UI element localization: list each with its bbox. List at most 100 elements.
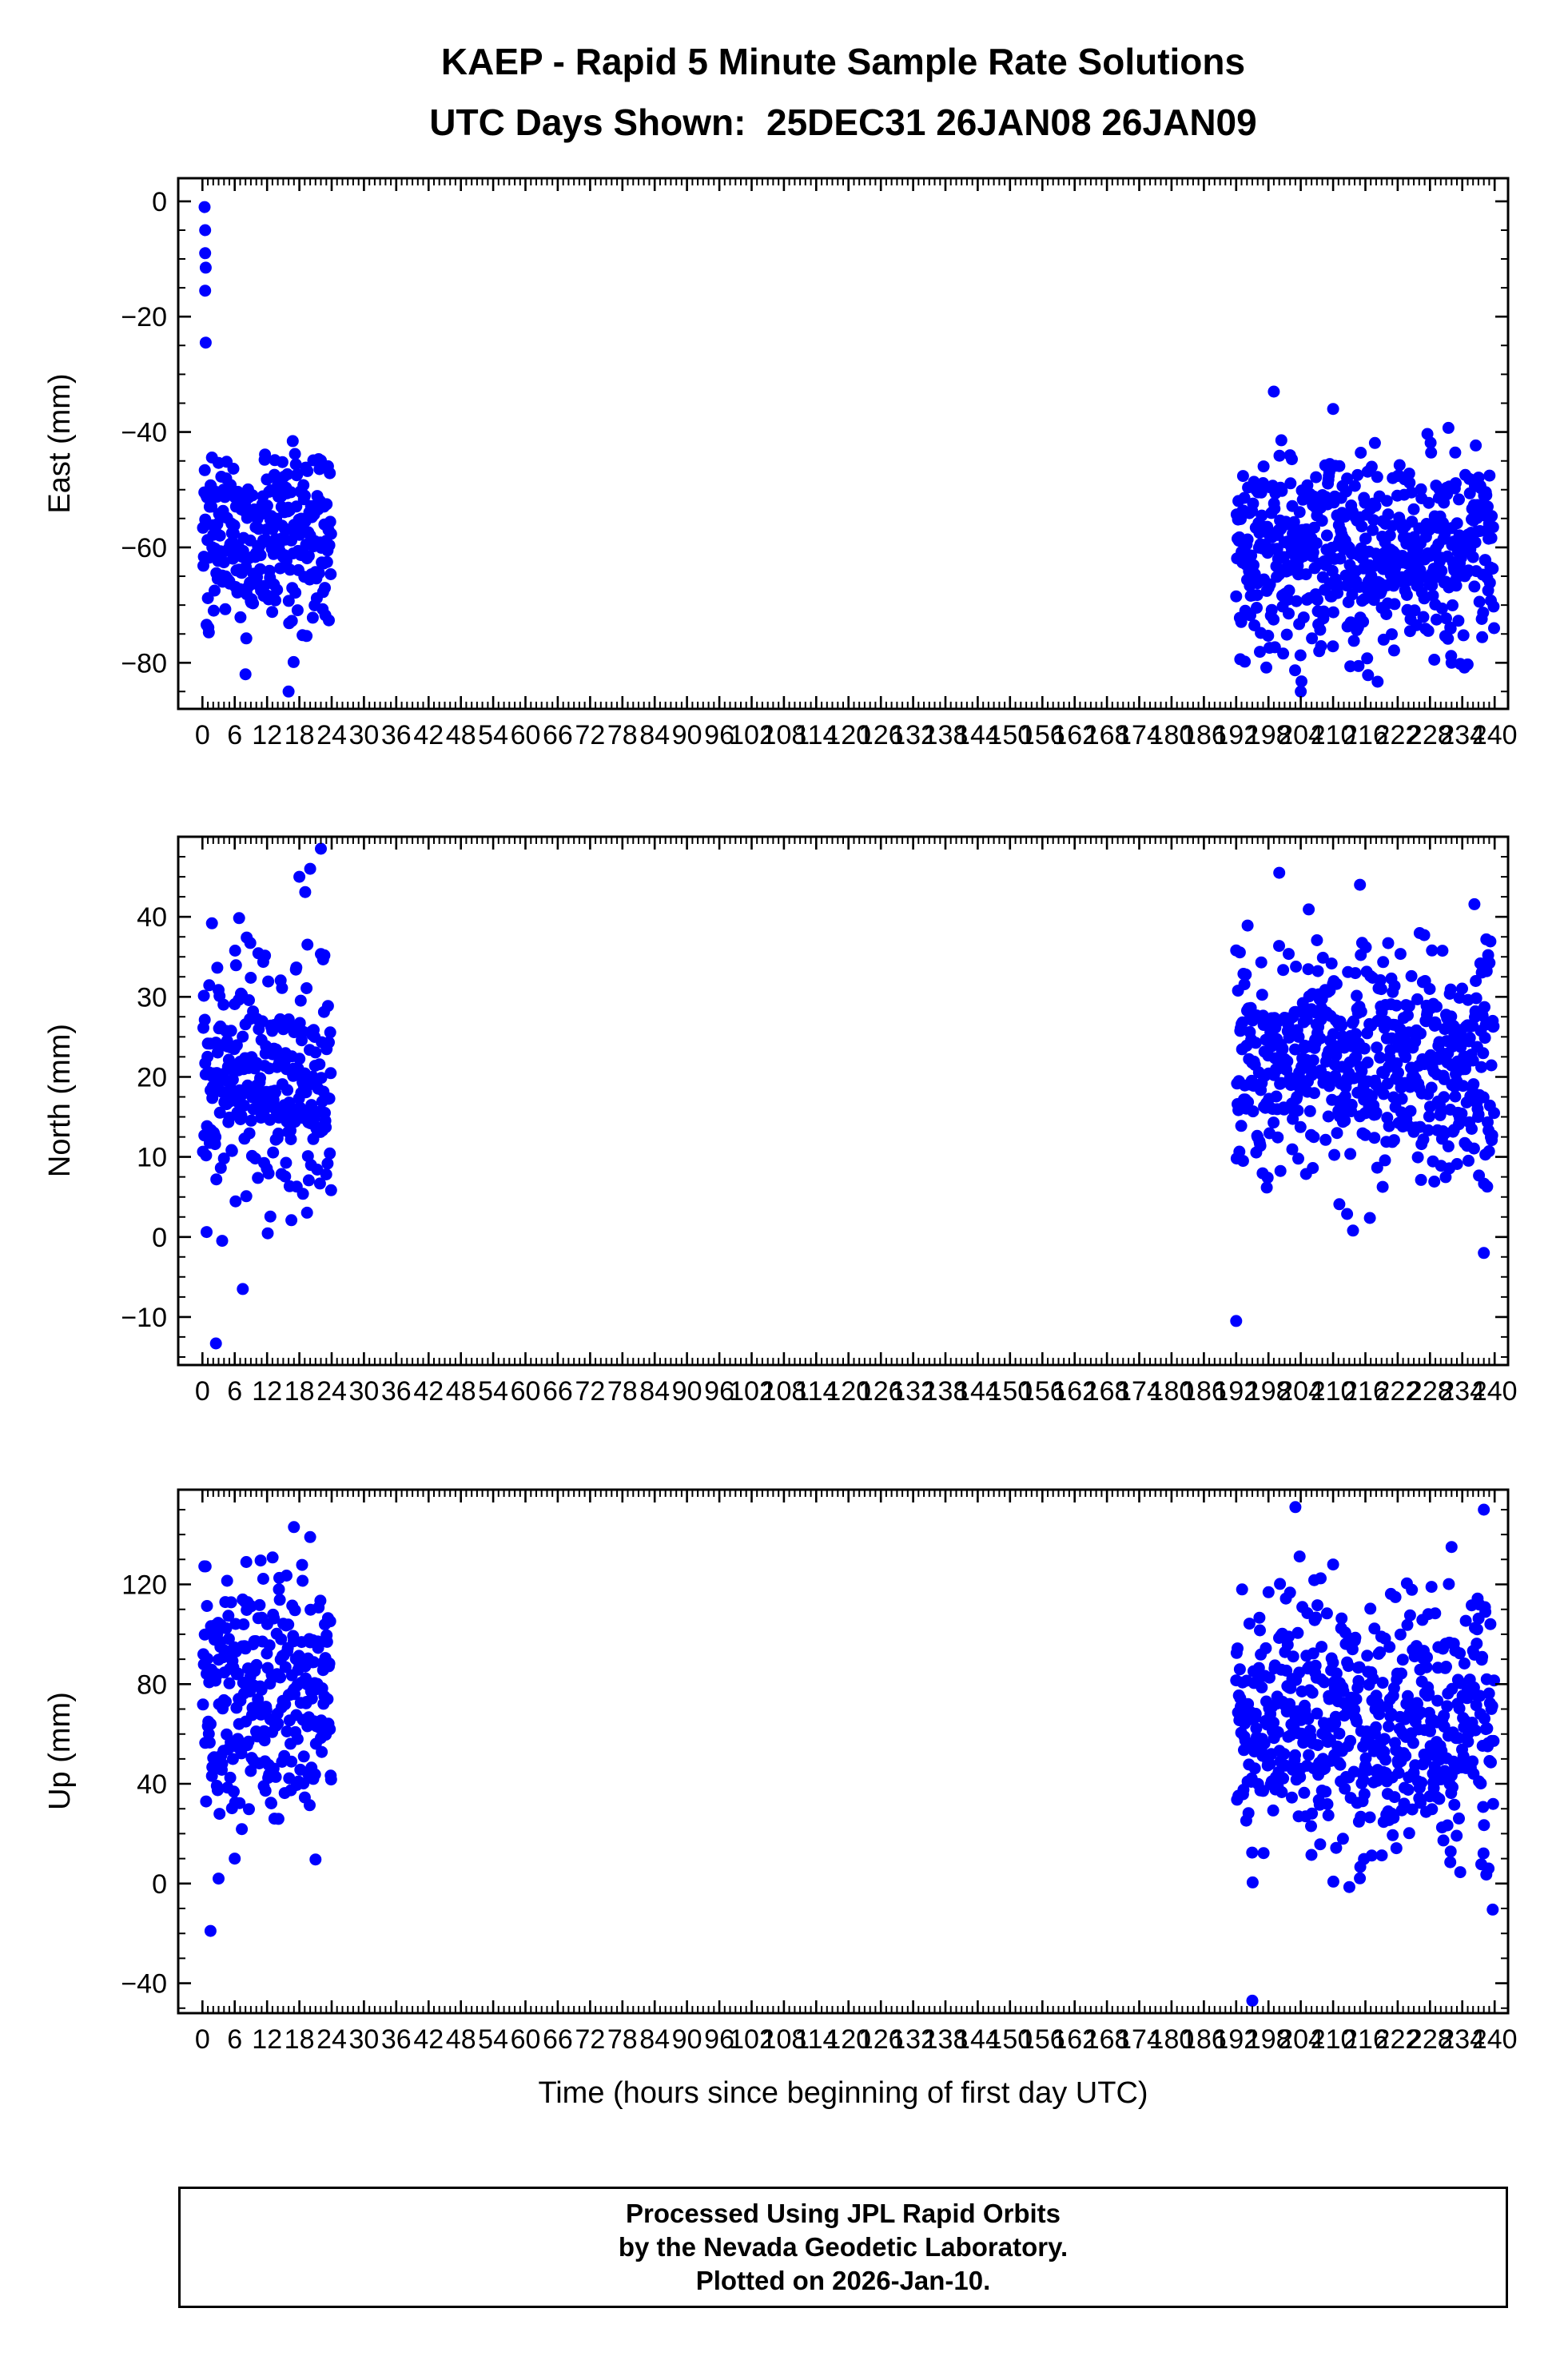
svg-text:0: 0 <box>195 1376 210 1407</box>
svg-text:228: 228 <box>1407 2024 1453 2055</box>
svg-text:168: 168 <box>1084 1376 1130 1407</box>
svg-text:24: 24 <box>316 720 347 750</box>
svg-text:12: 12 <box>252 2024 282 2055</box>
svg-text:72: 72 <box>575 1376 605 1407</box>
axis-major-ticks <box>178 178 1508 709</box>
svg-text:114: 114 <box>794 1376 838 1407</box>
svg-text:−20: −20 <box>121 302 167 332</box>
svg-text:24: 24 <box>316 2024 347 2055</box>
svg-text:60: 60 <box>511 720 541 750</box>
svg-text:96: 96 <box>704 1376 734 1407</box>
svg-text:138: 138 <box>923 2024 969 2055</box>
svg-text:138: 138 <box>923 1376 969 1407</box>
svg-text:30: 30 <box>348 2024 379 2055</box>
svg-text:108: 108 <box>762 2024 807 2055</box>
scatter-plot-east: 0 6 12 18 24 30 36 42 48 54 60 66 72 78 84 90 9610210811… <box>121 177 1518 750</box>
svg-text:30: 30 <box>137 982 167 1013</box>
svg-text:0: 0 <box>152 1869 167 1900</box>
svg-text:168: 168 <box>1084 2024 1130 2055</box>
svg-text:108: 108 <box>762 1376 807 1407</box>
svg-text:−60: −60 <box>121 533 167 563</box>
svg-text:132: 132 <box>890 2024 936 2055</box>
svg-text:174: 174 <box>1116 2024 1162 2055</box>
svg-text:126: 126 <box>858 2024 904 2055</box>
svg-text:30: 30 <box>348 1376 379 1407</box>
axis-major-ticks <box>178 837 1508 1365</box>
svg-text:0: 0 <box>195 2024 210 2055</box>
svg-text:156: 156 <box>1020 2024 1065 2055</box>
svg-text:234: 234 <box>1439 1376 1485 1407</box>
svg-text:18: 18 <box>285 1376 315 1407</box>
footer-line-3: Plotted on 2026-Jan-10. <box>695 2266 991 2295</box>
scatter-plot-north: 0 6 12 18 24 30 36 42 48 54 60 66 72 78 84 90 9610210811… <box>121 835 1518 1407</box>
svg-text:210: 210 <box>1311 1376 1356 1407</box>
svg-text:126: 126 <box>858 1376 904 1407</box>
footer-line-2: by the Nevada Geodetic Laboratory. <box>618 2232 1069 2262</box>
svg-text:156: 156 <box>1020 720 1065 750</box>
svg-text:150: 150 <box>987 2024 1033 2055</box>
svg-text:54: 54 <box>478 1376 508 1407</box>
plot-frame <box>177 177 1510 710</box>
svg-text:216: 216 <box>1343 1376 1388 1407</box>
svg-text:102: 102 <box>729 2024 774 2055</box>
svg-text:156: 156 <box>1020 1376 1065 1407</box>
svg-text:84: 84 <box>639 2024 670 2055</box>
svg-text:192: 192 <box>1213 1376 1259 1407</box>
svg-text:186: 186 <box>1181 1376 1227 1407</box>
data-points <box>197 1501 1500 2007</box>
svg-text:6: 6 <box>227 2024 242 2055</box>
svg-text:0: 0 <box>152 1223 167 1253</box>
svg-text:96: 96 <box>704 720 734 750</box>
svg-text:30: 30 <box>348 720 379 750</box>
svg-text:144: 144 <box>955 1376 1001 1407</box>
plot-frame <box>177 835 1510 1367</box>
svg-text:40: 40 <box>137 1769 167 1800</box>
svg-text:24: 24 <box>316 1376 347 1407</box>
plot-frame <box>177 1488 1510 2015</box>
svg-text:120: 120 <box>826 2024 871 2055</box>
svg-text:204: 204 <box>1278 2024 1323 2055</box>
tick-labels: 0 6 12 18 24 30 36 42 48 54 60 66 72 78 84 90 9610210811… <box>121 902 1517 1407</box>
svg-text:84: 84 <box>639 720 670 750</box>
svg-text:180: 180 <box>1149 1376 1195 1407</box>
svg-text:138: 138 <box>923 720 969 750</box>
svg-text:18: 18 <box>285 720 315 750</box>
svg-text:144: 144 <box>955 2024 1001 2055</box>
svg-text:222: 222 <box>1375 2024 1421 2055</box>
svg-text:72: 72 <box>575 2024 605 2055</box>
svg-text:216: 216 <box>1343 2024 1388 2055</box>
svg-text:204: 204 <box>1278 720 1323 750</box>
footer-line-1: Processed Using JPL Rapid Orbits <box>625 2199 1061 2228</box>
scatter-plot-up: 0 6 12 18 24 30 36 42 48 54 60 66 72 78 84 90 9610210811… <box>121 1488 1518 2056</box>
svg-text:216: 216 <box>1343 720 1388 750</box>
svg-text:66: 66 <box>543 1376 573 1407</box>
footer-box: Processed Using JPL Rapid Orbits by the … <box>178 2187 1508 2308</box>
tick-labels: 0 6 12 18 24 30 36 42 48 54 60 66 72 78 84 90 9610210811… <box>121 1570 1517 2056</box>
svg-text:234: 234 <box>1439 720 1485 750</box>
svg-text:90: 90 <box>672 1376 702 1407</box>
svg-text:12: 12 <box>252 1376 282 1407</box>
svg-text:228: 228 <box>1407 720 1453 750</box>
svg-text:114: 114 <box>794 720 838 750</box>
svg-text:60: 60 <box>511 1376 541 1407</box>
svg-text:48: 48 <box>446 2024 476 2055</box>
svg-text:−10: −10 <box>121 1303 167 1333</box>
svg-text:222: 222 <box>1375 720 1421 750</box>
svg-text:150: 150 <box>987 720 1033 750</box>
svg-text:168: 168 <box>1084 720 1130 750</box>
svg-text:6: 6 <box>227 1376 242 1407</box>
svg-text:162: 162 <box>1052 720 1097 750</box>
svg-text:78: 78 <box>607 720 638 750</box>
svg-text:114: 114 <box>794 2024 838 2055</box>
svg-text:162: 162 <box>1052 2024 1097 2055</box>
svg-text:174: 174 <box>1116 720 1162 750</box>
svg-text:234: 234 <box>1439 2024 1485 2055</box>
svg-text:48: 48 <box>446 720 476 750</box>
data-points <box>197 842 1500 1350</box>
svg-text:60: 60 <box>511 2024 541 2055</box>
svg-text:162: 162 <box>1052 1376 1097 1407</box>
svg-text:0: 0 <box>195 720 210 750</box>
svg-text:240: 240 <box>1472 1376 1518 1407</box>
svg-text:90: 90 <box>672 2024 702 2055</box>
